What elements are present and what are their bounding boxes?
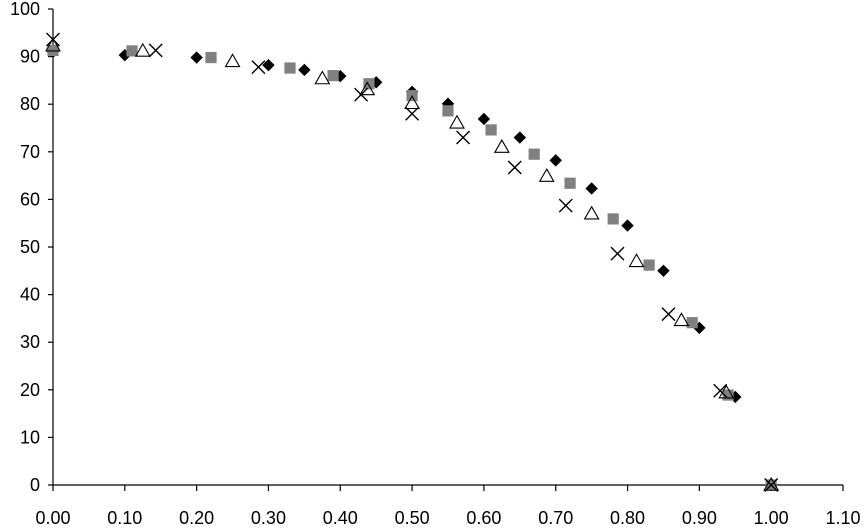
data-point-triangle-open: [359, 81, 376, 96]
y-tick-label: 40: [20, 285, 40, 305]
data-point-square: [722, 389, 734, 401]
x-tick-label: 0.30: [251, 508, 286, 528]
data-point-diamond: [549, 154, 562, 167]
x-tick-label: 1.10: [825, 508, 860, 528]
y-tick-label: 100: [10, 0, 40, 19]
x-tick-label: 0.00: [35, 508, 70, 528]
series-1: [46, 45, 778, 492]
data-point-triangle-open: [628, 253, 645, 268]
axes: [48, 8, 844, 491]
data-point-diamond: [298, 63, 311, 77]
data-point-square: [327, 70, 339, 82]
data-point-square: [126, 45, 138, 57]
data-point-x: [610, 246, 625, 261]
data-point-triangle-open: [763, 476, 780, 491]
data-point-x: [354, 87, 369, 102]
data-point-square: [607, 213, 619, 225]
y-tick-label: 20: [20, 380, 40, 400]
data-point-square: [205, 51, 217, 64]
data-point-diamond: [190, 51, 203, 64]
data-point-triangle-open: [583, 205, 600, 220]
data-point-diamond: [585, 182, 598, 195]
data-point-triangle-open: [538, 167, 555, 182]
x-tick-label: 1.00: [754, 508, 789, 528]
y-tick-label: 70: [20, 142, 40, 162]
data-point-x: [558, 198, 573, 213]
data-point-diamond: [657, 264, 670, 277]
series-3: [45, 37, 780, 491]
data-point-triangle-open: [404, 95, 421, 110]
data-point-triangle-open: [314, 70, 331, 85]
x-tick-label: 0.80: [610, 508, 645, 528]
y-tick-label: 30: [20, 332, 40, 352]
data-point-square: [686, 317, 698, 329]
data-point-diamond: [621, 219, 634, 232]
data-point-square: [528, 148, 540, 160]
y-tick-label: 0: [30, 475, 40, 495]
data-point-triangle-open: [134, 42, 151, 57]
data-point-triangle-open: [718, 384, 735, 399]
data-point-square: [363, 78, 375, 90]
data-point-x: [661, 307, 676, 322]
data-point-x: [507, 160, 522, 175]
data-point-x: [46, 32, 60, 47]
data-point-x: [456, 130, 471, 145]
data-point-square: [485, 124, 497, 136]
data-point-diamond: [441, 97, 455, 110]
series-4: [46, 32, 779, 492]
x-tick-label: 0.10: [107, 508, 142, 528]
data-point-x: [405, 106, 420, 121]
x-tick-label: 0.20: [179, 508, 214, 528]
data-point-triangle-open: [673, 312, 690, 327]
y-tick-label: 10: [20, 427, 40, 447]
series-2: [47, 44, 777, 491]
data-point-triangle-open: [493, 138, 510, 153]
data-point-square: [284, 62, 296, 74]
data-point-triangle-open: [224, 53, 241, 68]
x-tick-label: 0.60: [466, 508, 501, 528]
data-marks: [45, 32, 780, 492]
data-point-x: [148, 43, 163, 58]
data-point-square: [564, 177, 576, 189]
data-point-diamond: [477, 112, 491, 126]
tick-labels: 0 10 20 30 40 50 60 70 80 90 100 0.00 0.10 0.20 0.30 0.…: [10, 0, 861, 528]
y-tick-label: 80: [20, 94, 40, 114]
x-tick-label: 0.50: [395, 508, 430, 528]
y-tick-label: 50: [20, 237, 40, 257]
y-tick-label: 60: [20, 189, 40, 209]
data-point-x: [251, 60, 266, 75]
x-tick-label: 0.90: [682, 508, 717, 528]
data-point-triangle-open: [449, 114, 465, 129]
data-point-diamond: [513, 131, 527, 144]
data-point-triangle-open: [45, 37, 61, 52]
data-point-x: [713, 383, 728, 398]
y-tick-label: 90: [20, 47, 40, 67]
data-point-square: [643, 259, 655, 271]
data-point-x: [764, 478, 779, 492]
x-tick-label: 0.40: [323, 508, 358, 528]
data-point-diamond: [262, 58, 275, 72]
x-tick-label: 0.70: [538, 508, 573, 528]
data-point-square: [442, 105, 454, 117]
